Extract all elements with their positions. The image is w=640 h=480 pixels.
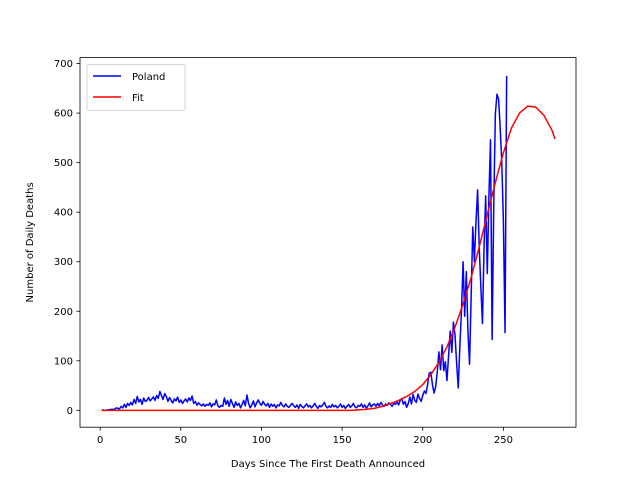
y-tick-label: 0	[67, 406, 73, 417]
y-tick-label: 700	[54, 59, 73, 70]
x-axis-label: Days Since The First Death Announced	[231, 459, 425, 470]
x-tick-label: 150	[333, 435, 352, 446]
x-tick-label: 250	[494, 435, 513, 446]
x-tick-label: 200	[413, 435, 432, 446]
legend: Poland Fit	[86, 64, 186, 111]
y-tick-label: 500	[54, 158, 73, 169]
plot-frame	[79, 57, 577, 428]
y-axis-ticks: 0 100 200 300 400 500 600 700	[54, 59, 80, 417]
y-tick-label: 200	[54, 307, 73, 318]
legend-label-fit: Fit	[132, 93, 144, 104]
x-axis-ticks: 0 50 100 150 200 250	[97, 427, 513, 446]
x-tick-label: 50	[174, 435, 187, 446]
y-tick-label: 300	[54, 257, 73, 268]
x-tick-label: 100	[252, 435, 271, 446]
series-line-fit	[101, 105, 556, 412]
plot-lines	[101, 75, 556, 412]
y-tick-label: 100	[54, 356, 73, 367]
x-tick-label: 0	[97, 435, 103, 446]
y-tick-label: 600	[54, 109, 73, 120]
legend-label-poland: Poland	[132, 72, 165, 83]
y-tick-label: 400	[54, 208, 73, 219]
series-line-poland	[101, 75, 508, 412]
y-axis-label: Number of Daily Deaths	[25, 182, 36, 302]
